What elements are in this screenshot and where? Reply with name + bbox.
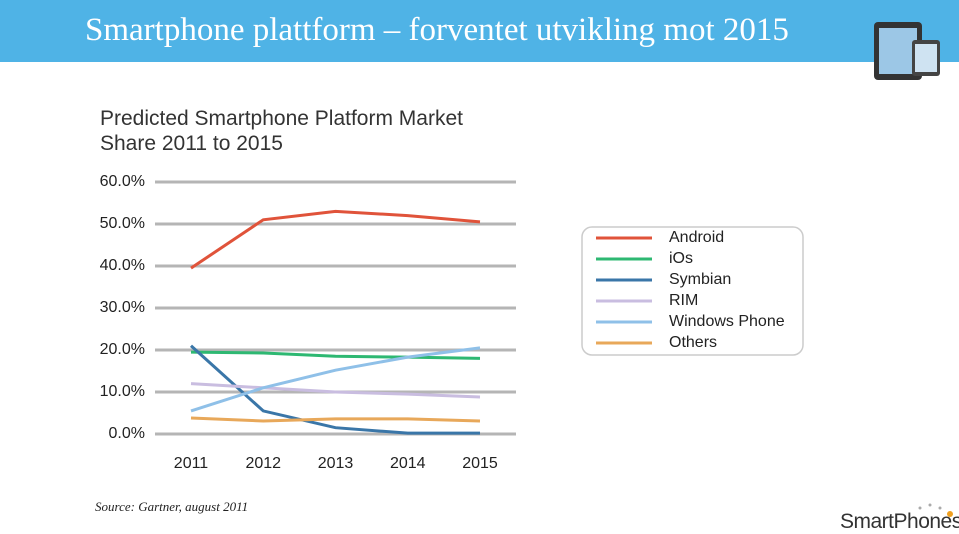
legend-label: Symbian	[669, 271, 731, 288]
slide-title: Smartphone plattform – forventet utvikli…	[85, 12, 789, 48]
chart-title: Predicted Smartphone Platform Market Sha…	[100, 107, 463, 155]
x-tick-label: 2014	[390, 455, 426, 472]
x-tick-label: 2011	[174, 455, 209, 472]
legend-label: Windows Phone	[669, 313, 785, 330]
y-tick-label: 60.0%	[100, 173, 145, 190]
series-line	[190, 382, 481, 399]
legend-label: Others	[669, 334, 717, 351]
series-line	[190, 416, 481, 423]
series-line	[190, 346, 481, 413]
y-tick-label: 40.0%	[100, 257, 145, 274]
legend-label: Android	[669, 229, 724, 246]
logo-stars	[918, 503, 953, 517]
logo: SmartPhones	[840, 510, 959, 533]
series-line	[190, 209, 481, 270]
legend-label: iOs	[669, 250, 693, 267]
y-tick-label: 0.0%	[109, 425, 145, 442]
legend-label: RIM	[669, 292, 698, 309]
series-line	[189, 344, 480, 435]
header-bar	[0, 0, 959, 62]
series-line	[190, 350, 481, 360]
source: Source: Gartner, august 2011	[95, 499, 249, 514]
y-tick-label: 30.0%	[100, 299, 145, 316]
x-tick-label: 2012	[245, 455, 281, 472]
y-tick-label: 50.0%	[100, 215, 145, 232]
x-tick-label: 2013	[318, 455, 354, 472]
y-tick-label: 20.0%	[100, 341, 145, 358]
x-tick-label: 2015	[462, 455, 498, 472]
tablet-icon	[874, 22, 940, 80]
y-tick-label: 10.0%	[100, 383, 145, 400]
